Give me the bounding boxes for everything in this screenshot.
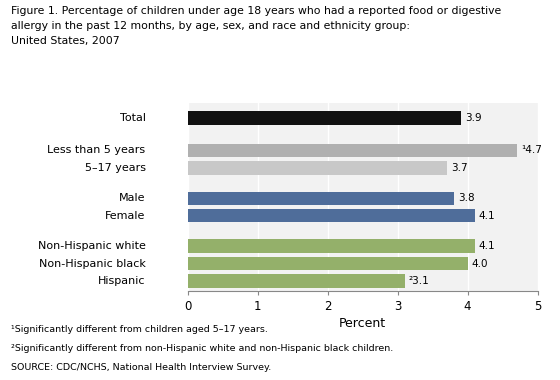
Text: Less than 5 years: Less than 5 years (48, 146, 146, 155)
Text: ²3.1: ²3.1 (409, 276, 430, 286)
Bar (188, 257, 468, 270)
Bar (188, 239, 475, 253)
Bar (188, 161, 447, 174)
X-axis label: Percent: Percent (339, 317, 386, 330)
Text: United States, 2007: United States, 2007 (11, 36, 120, 46)
Text: allergy in the past 12 months, by age, sex, and race and ethnicity group:: allergy in the past 12 months, by age, s… (11, 21, 410, 31)
Text: 3.7: 3.7 (451, 163, 468, 173)
Text: SOURCE: CDC/NCHS, National Health Interview Survey.: SOURCE: CDC/NCHS, National Health Interv… (11, 363, 272, 372)
Bar (188, 209, 475, 222)
Text: Hispanic: Hispanic (98, 276, 146, 286)
Text: 4.1: 4.1 (479, 241, 496, 251)
Bar (188, 111, 460, 125)
Text: 4.1: 4.1 (479, 211, 496, 221)
Bar (188, 192, 454, 205)
Text: 5–17 years: 5–17 years (85, 163, 146, 173)
Text: Non-Hispanic black: Non-Hispanic black (39, 258, 146, 269)
Text: 4.0: 4.0 (472, 258, 488, 269)
Text: Total: Total (120, 113, 146, 123)
Text: 3.8: 3.8 (458, 193, 474, 203)
Text: ¹4.7: ¹4.7 (521, 146, 542, 155)
Text: Figure 1. Percentage of children under age 18 years who had a reported food or d: Figure 1. Percentage of children under a… (11, 6, 501, 16)
Text: Female: Female (105, 211, 146, 221)
Text: Male: Male (119, 193, 146, 203)
Text: 3.9: 3.9 (465, 113, 482, 123)
Text: Non-Hispanic white: Non-Hispanic white (38, 241, 146, 251)
Text: ¹Significantly different from children aged 5–17 years.: ¹Significantly different from children a… (11, 325, 268, 334)
Bar (188, 274, 404, 288)
Bar (188, 144, 516, 157)
Text: ²Significantly different from non-Hispanic white and non-Hispanic black children: ²Significantly different from non-Hispan… (11, 344, 394, 353)
